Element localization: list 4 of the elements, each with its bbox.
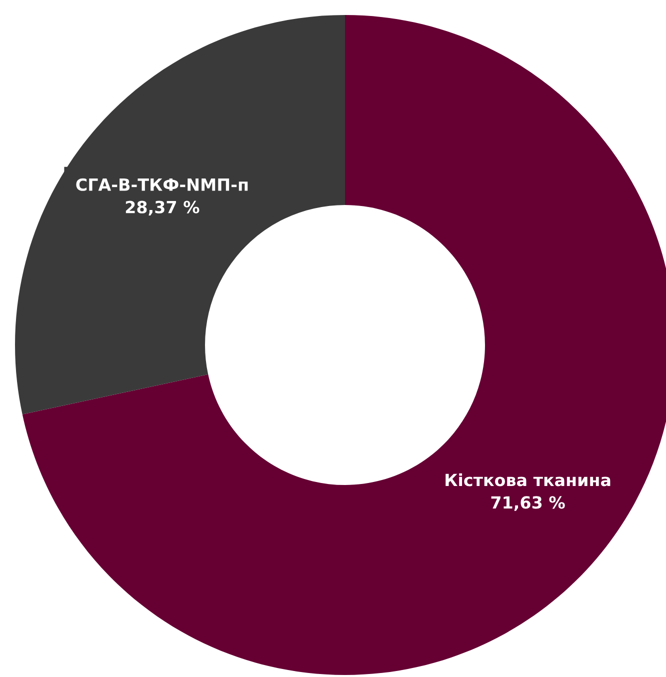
slice-label: Кісткова тканина [446, 473, 610, 486]
data-label: 28,37 % [126, 200, 200, 216]
data-label: 71,63 % [491, 496, 565, 511]
slice-label: СГА-В-ТКФ-NМП-п [76, 178, 248, 191]
